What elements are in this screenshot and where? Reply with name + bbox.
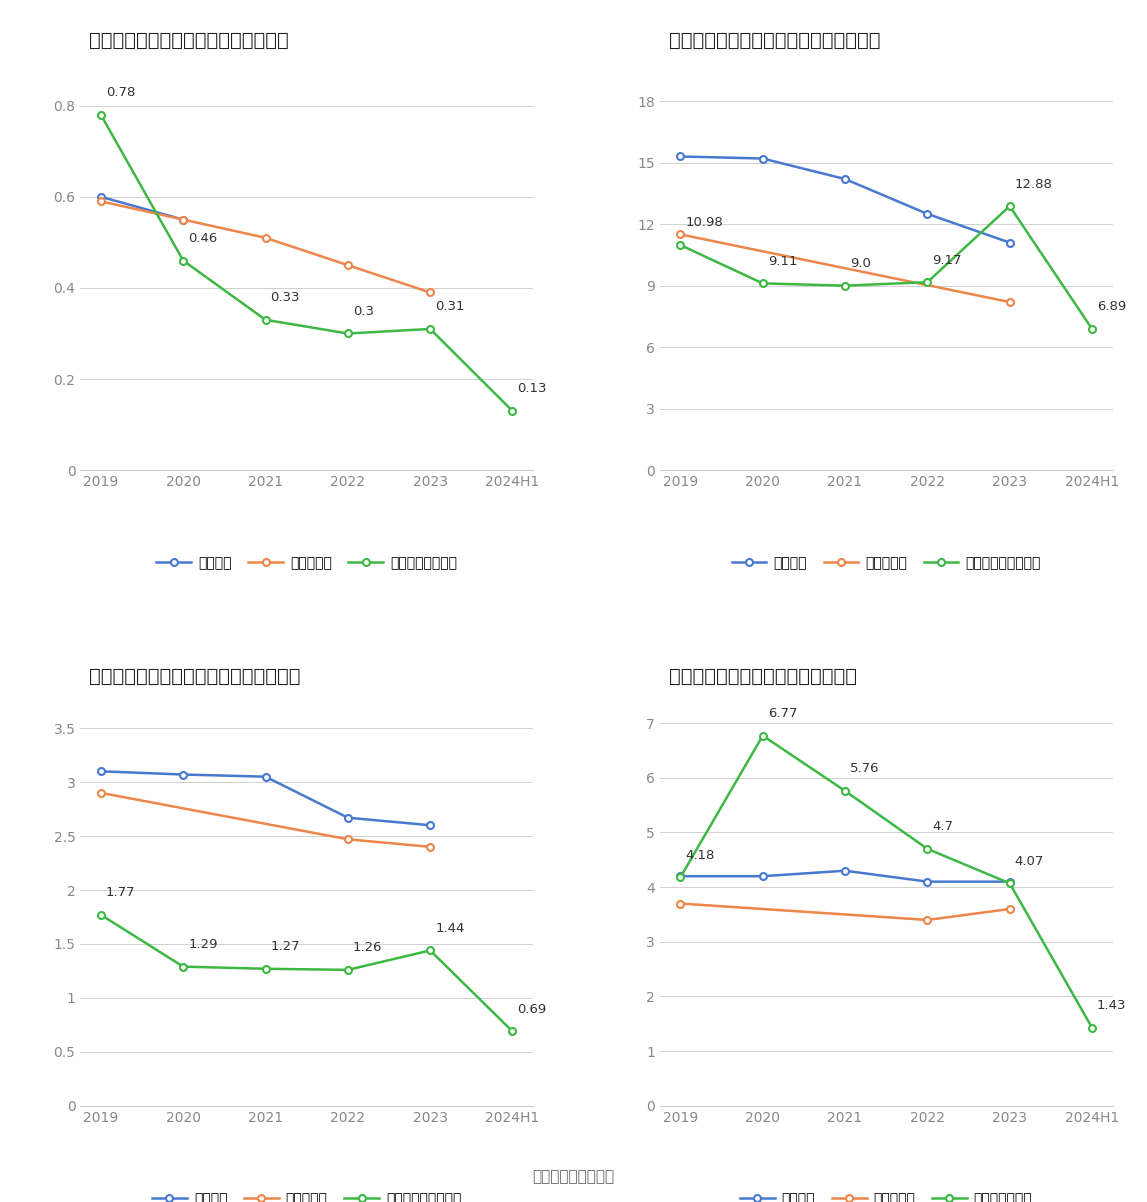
- 行业均值: [921, 874, 935, 888]
- Legend: 行业均值, 行业中位数, 公司固定资产周转率: 行业均值, 行业中位数, 公司固定资产周转率: [726, 551, 1046, 576]
- Text: 0.33: 0.33: [271, 291, 301, 304]
- 行业均值: [838, 172, 852, 186]
- Line: 公司固定资产周转率: 公司固定资产周转率: [677, 203, 1095, 333]
- 行业均值: [423, 819, 437, 833]
- Line: 公司存货周转率: 公司存货周转率: [677, 732, 1095, 1031]
- Legend: 行业均值, 行业中位数, 公司总资产周转率: 行业均值, 行业中位数, 公司总资产周转率: [150, 551, 462, 576]
- Text: 0.78: 0.78: [106, 87, 135, 100]
- Line: 行业中位数: 行业中位数: [677, 231, 1013, 305]
- Text: 0.13: 0.13: [517, 382, 547, 395]
- Text: 5.76: 5.76: [850, 762, 880, 775]
- 公司总资产周转率: [177, 254, 190, 268]
- Text: 恒拓开源历年总资产周转率情况（次）: 恒拓开源历年总资产周转率情况（次）: [89, 31, 289, 50]
- 公司固定资产周转率: [673, 238, 687, 252]
- 公司总资产周转率: [258, 313, 272, 327]
- Line: 公司总资产周转率: 公司总资产周转率: [97, 112, 516, 415]
- 公司存货周转率: [1002, 876, 1016, 891]
- 公司应收账款周转率: [341, 963, 354, 977]
- 行业中位数: [673, 897, 687, 911]
- 行业均值: [177, 767, 190, 781]
- Line: 行业中位数: 行业中位数: [97, 198, 434, 296]
- 公司总资产周转率: [341, 326, 354, 340]
- Text: 1.29: 1.29: [188, 938, 218, 951]
- 公司应收账款周转率: [506, 1024, 520, 1039]
- Line: 行业均值: 行业均值: [677, 868, 1013, 885]
- Text: 4.07: 4.07: [1015, 855, 1044, 868]
- 公司固定资产周转率: [1002, 198, 1016, 213]
- 行业中位数: [921, 912, 935, 927]
- 公司固定资产周转率: [921, 275, 935, 290]
- Text: 4.18: 4.18: [686, 849, 715, 862]
- 公司存货周转率: [838, 784, 852, 798]
- 行业中位数: [341, 258, 354, 273]
- 公司应收账款周转率: [258, 962, 272, 976]
- Line: 公司应收账款周转率: 公司应收账款周转率: [97, 911, 516, 1035]
- Line: 行业中位数: 行业中位数: [97, 790, 434, 850]
- 行业中位数: [94, 786, 108, 801]
- 行业均值: [1002, 874, 1016, 888]
- 行业均值: [673, 149, 687, 163]
- 行业中位数: [177, 213, 190, 227]
- 公司总资产周转率: [94, 107, 108, 121]
- 公司总资产周转率: [506, 404, 520, 418]
- 公司存货周转率: [1085, 1020, 1099, 1035]
- Line: 行业中位数: 行业中位数: [677, 900, 1013, 923]
- 行业中位数: [423, 285, 437, 299]
- 公司存货周转率: [673, 870, 687, 885]
- Text: 6.89: 6.89: [1097, 300, 1126, 314]
- Line: 行业均值: 行业均值: [97, 194, 187, 224]
- 公司应收账款周转率: [177, 959, 190, 974]
- 公司存货周转率: [756, 728, 770, 743]
- Line: 行业均值: 行业均值: [97, 768, 434, 828]
- 行业中位数: [673, 227, 687, 242]
- 行业中位数: [94, 195, 108, 209]
- 行业均值: [673, 869, 687, 883]
- Text: 12.88: 12.88: [1015, 178, 1053, 190]
- Text: 恒拓开源历年应收账款周转率情况（次）: 恒拓开源历年应收账款周转率情况（次）: [89, 667, 301, 686]
- Text: 0.46: 0.46: [188, 232, 218, 245]
- Line: 行业均值: 行业均值: [677, 153, 1013, 246]
- Legend: 行业均值, 行业中位数, 公司应收账款周转率: 行业均值, 行业中位数, 公司应收账款周转率: [147, 1186, 467, 1202]
- 公司应收账款周转率: [423, 944, 437, 958]
- Text: 1.27: 1.27: [271, 940, 301, 953]
- 行业均值: [1002, 236, 1016, 250]
- 行业均值: [838, 863, 852, 877]
- Legend: 行业均值, 行业中位数, 公司存货周转率: 行业均值, 行业中位数, 公司存货周转率: [734, 1186, 1038, 1202]
- 行业均值: [177, 213, 190, 227]
- Text: 0.69: 0.69: [517, 1002, 547, 1016]
- 公司总资产周转率: [423, 322, 437, 337]
- 公司固定资产周转率: [756, 276, 770, 291]
- 行业均值: [921, 207, 935, 221]
- 行业中位数: [423, 840, 437, 855]
- 行业中位数: [1002, 902, 1016, 916]
- Text: 6.77: 6.77: [767, 707, 797, 720]
- 行业均值: [341, 810, 354, 825]
- 公司固定资产周转率: [1085, 322, 1099, 337]
- 行业中位数: [258, 231, 272, 245]
- Text: 9.17: 9.17: [933, 254, 962, 267]
- Text: 0.31: 0.31: [435, 300, 465, 314]
- Text: 9.0: 9.0: [850, 257, 871, 270]
- Text: 1.77: 1.77: [106, 886, 135, 899]
- 公司固定资产周转率: [838, 279, 852, 293]
- Text: 恒拓开源历年固定资产周转率情况（次）: 恒拓开源历年固定资产周转率情况（次）: [669, 31, 881, 50]
- Text: 10.98: 10.98: [686, 216, 723, 230]
- 公司应收账款周转率: [94, 908, 108, 922]
- Text: 1.26: 1.26: [353, 941, 382, 954]
- Text: 4.7: 4.7: [933, 820, 953, 833]
- Text: 数据来源：恒生聚源: 数据来源：恒生聚源: [532, 1170, 615, 1184]
- 行业中位数: [1002, 294, 1016, 309]
- Text: 恒拓开源历年存货周转率情况（次）: 恒拓开源历年存货周转率情况（次）: [669, 667, 857, 686]
- 行业均值: [756, 151, 770, 166]
- Text: 1.44: 1.44: [435, 922, 465, 935]
- Text: 0.3: 0.3: [353, 305, 374, 317]
- 行业均值: [94, 764, 108, 779]
- 行业中位数: [341, 832, 354, 846]
- Text: 9.11: 9.11: [767, 255, 797, 268]
- 行业均值: [258, 769, 272, 784]
- 行业均值: [756, 869, 770, 883]
- 公司存货周转率: [921, 841, 935, 856]
- 行业均值: [94, 190, 108, 204]
- Text: 1.43: 1.43: [1097, 999, 1126, 1012]
